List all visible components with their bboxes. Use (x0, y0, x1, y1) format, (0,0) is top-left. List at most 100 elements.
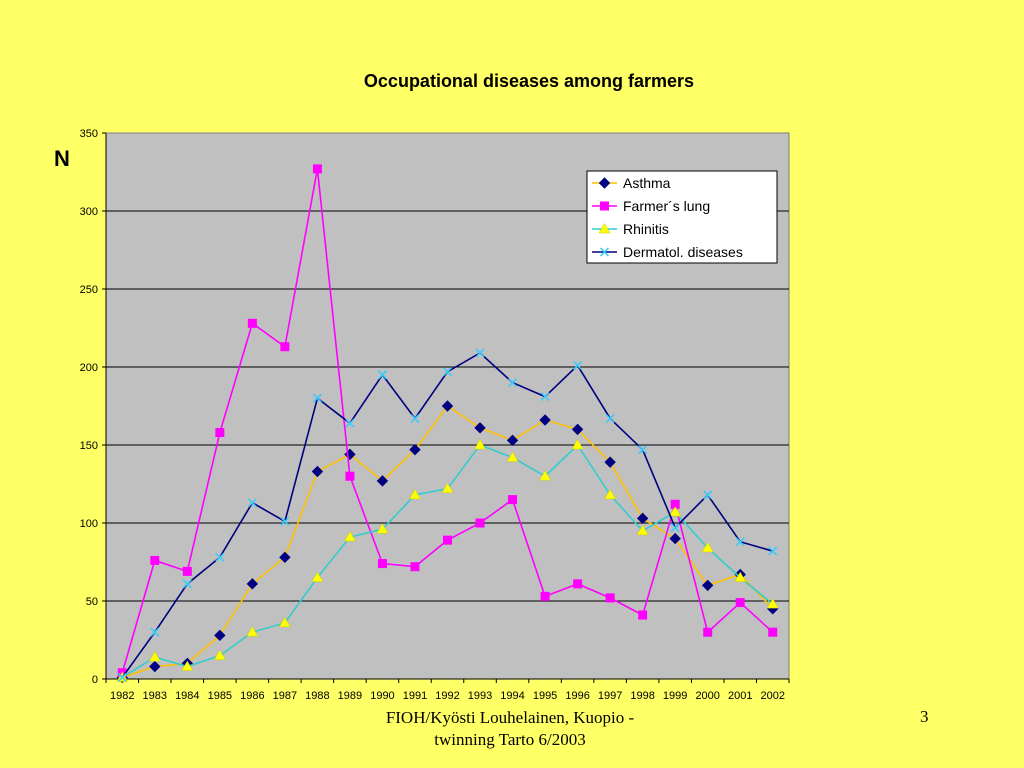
point-asthma-1992 (441, 400, 454, 412)
point-farmer-s-lung-1999 (670, 499, 680, 509)
y-tick-label-350: 350 (80, 128, 98, 140)
point-asthma-1985 (214, 629, 226, 642)
x-tick-label-1997: 1997 (598, 690, 622, 700)
point-rhinitis-1993 (474, 439, 486, 450)
point-rhinitis-1998 (636, 524, 649, 536)
point-dermatol-diseases-1998 (638, 445, 648, 455)
y-tick-label-100: 100 (80, 518, 98, 530)
point-dermatol-diseases-2000 (703, 490, 713, 500)
point-rhinitis-1988 (311, 571, 324, 582)
x-tick-label-1986: 1986 (240, 690, 264, 700)
slide-number: 3 (920, 707, 929, 726)
point-farmer-s-lung-1988 (312, 164, 322, 174)
legend: Asthma Farmer´s lung Rhinitis Dermatol. dis… (586, 170, 778, 264)
point-dermatol-diseases-2001 (735, 537, 745, 547)
legend-item-asthma: Asthma (592, 175, 671, 191)
footer-line-1: FIOH/Kyösti Louhelainen, Kuopio - (385, 708, 635, 727)
point-asthma-1986 (246, 578, 259, 590)
axes: 0 50 100 150 200 250 300 350 1982 1983 1984 1985 198… (80, 128, 790, 700)
point-dermatol-diseases-1985 (215, 552, 225, 562)
series-lines (116, 164, 779, 684)
point-rhinitis-1983 (148, 651, 161, 662)
point-dermatol-diseases-1983 (150, 627, 160, 637)
y-tick-label-200: 200 (80, 362, 98, 374)
point-asthma-1994 (506, 434, 519, 447)
legend-marker-rhinitis (598, 223, 611, 234)
point-rhinitis-2002 (766, 598, 779, 609)
point-rhinitis-1986 (246, 626, 259, 637)
x-tick-label-1983: 1983 (143, 690, 167, 700)
point-asthma-2000 (701, 579, 714, 592)
legend-label-dermatol-diseases: Dermatol. diseases (623, 244, 743, 260)
y-tick-label-50: 50 (86, 596, 98, 608)
point-dermatol-diseases-1996 (573, 360, 583, 370)
point-rhinitis-1997 (604, 488, 617, 500)
x-tick-label-1993: 1993 (468, 690, 492, 700)
x-tick-label-2002: 2002 (760, 690, 784, 700)
point-rhinitis-1990 (376, 523, 389, 534)
point-asthma-1997 (604, 456, 616, 468)
point-rhinitis-1996 (571, 439, 584, 450)
point-farmer-s-lung-1993 (475, 518, 485, 528)
point-farmer-s-lung-1994 (508, 495, 518, 505)
legend-marker-dermatol-diseases (599, 247, 610, 257)
point-rhinitis-2000 (701, 541, 714, 553)
point-rhinitis-1994 (506, 451, 519, 462)
point-farmer-s-lung-2002 (768, 627, 778, 637)
x-tick-label-1996: 1996 (565, 690, 589, 700)
x-tick-label-1988: 1988 (305, 690, 329, 700)
point-farmer-s-lung-1992 (443, 535, 452, 545)
point-rhinitis-1987 (278, 616, 291, 628)
legend-label-rhinitis: Rhinitis (623, 221, 669, 237)
legend-label-asthma: Asthma (623, 175, 671, 191)
legend-item-rhinitis: Rhinitis (592, 221, 669, 237)
point-farmer-s-lung-1985 (215, 428, 225, 438)
x-tick-label-1999: 1999 (663, 690, 687, 700)
legend-item-farmer-s-lung: Farmer´s lung (592, 198, 710, 214)
y-tick-label-150: 150 (80, 440, 98, 452)
x-tick-label-1991: 1991 (403, 690, 427, 700)
point-asthma-1990 (376, 475, 389, 487)
point-farmer-s-lung-1984 (182, 566, 192, 576)
point-farmer-s-lung-1996 (573, 579, 583, 589)
legend-marker-farmer-s-lung (600, 201, 609, 211)
chart: Occupational diseases among farmers N 0 5… (54, 71, 790, 700)
point-farmer-s-lung-1995 (540, 591, 550, 601)
x-tick-label-1984: 1984 (175, 690, 199, 700)
point-dermatol-diseases-1986 (247, 498, 257, 508)
point-dermatol-diseases-1987 (280, 516, 290, 526)
point-rhinitis-2001 (734, 571, 747, 582)
point-dermatol-diseases-1993 (475, 348, 485, 358)
point-rhinitis-1999 (669, 506, 682, 517)
point-asthma-1991 (409, 443, 421, 456)
point-dermatol-diseases-1995 (540, 392, 550, 402)
x-tick-label-1985: 1985 (208, 690, 232, 700)
x-tick-label-1994: 1994 (500, 690, 524, 700)
x-tick-label-2001: 2001 (728, 690, 752, 700)
x-tick-label-1990: 1990 (370, 690, 394, 700)
point-dermatol-diseases-1992 (442, 367, 453, 377)
y-tick-label-0: 0 (92, 674, 98, 686)
footer-caption: FIOH/Kyösti Louhelainen, Kuopio - twinni… (330, 707, 690, 751)
point-dermatol-diseases-1988 (312, 393, 322, 403)
point-dermatol-diseases-1999 (670, 523, 680, 533)
point-dermatol-diseases-1982 (117, 672, 127, 682)
y-tick-label-300: 300 (80, 206, 98, 218)
series-dermatol-diseases (117, 348, 778, 682)
point-asthma-1995 (539, 414, 551, 426)
x-tick-label-1987: 1987 (273, 690, 297, 700)
point-asthma-1987 (279, 551, 291, 564)
point-farmer-s-lung-1997 (605, 593, 615, 603)
point-rhinitis-1992 (441, 482, 454, 493)
point-dermatol-diseases-1991 (410, 413, 420, 424)
legend-marker-asthma (598, 177, 611, 189)
point-asthma-1983 (149, 660, 161, 673)
point-dermatol-diseases-1989 (345, 418, 355, 428)
point-rhinitis-1991 (409, 488, 421, 500)
series-rhinitis (116, 439, 779, 682)
legend-label-farmer-s-lung: Farmer´s lung (623, 198, 710, 214)
point-rhinitis-1984 (181, 660, 194, 671)
y-axis-label: N (54, 146, 70, 171)
point-farmer-s-lung-2000 (703, 627, 713, 637)
legend-box (586, 170, 778, 264)
